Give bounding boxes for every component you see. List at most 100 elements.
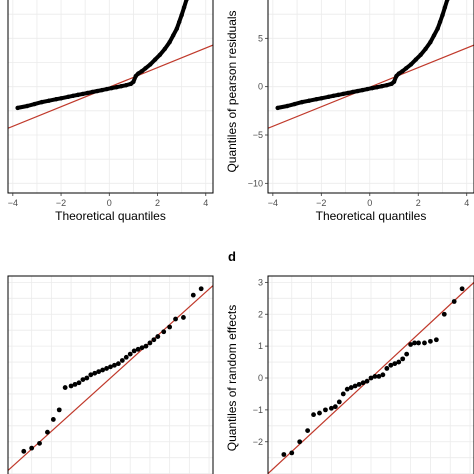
plot-area xyxy=(8,276,213,474)
panel-border xyxy=(267,0,474,194)
data-point xyxy=(80,91,85,97)
data-point xyxy=(345,90,351,96)
data-point xyxy=(365,86,370,92)
data-point xyxy=(123,83,129,88)
data-point xyxy=(396,71,402,76)
data-point xyxy=(119,83,124,89)
data-point xyxy=(413,57,419,62)
data-point xyxy=(292,101,297,107)
data-point xyxy=(384,366,390,371)
y-tick-label: 2 xyxy=(258,309,263,319)
data-point xyxy=(445,0,450,2)
data-point xyxy=(70,93,76,99)
panel-a: −4 −2 0 2 4 Theoretical quantiles xyxy=(7,0,214,223)
x-tick-label: 0 xyxy=(367,198,372,208)
y-tick-label: −1 xyxy=(253,405,263,415)
data-point xyxy=(340,391,346,397)
data-point xyxy=(136,71,141,76)
data-point xyxy=(317,410,322,416)
data-point xyxy=(418,52,423,57)
data-point xyxy=(21,448,27,454)
data-point xyxy=(139,345,145,351)
data-point xyxy=(90,89,95,95)
y-tick-label: −5 xyxy=(253,130,263,140)
plot-area xyxy=(8,0,213,193)
y-tick-label: −2 xyxy=(253,437,263,447)
data-point xyxy=(80,377,86,382)
x-tick-label: −4 xyxy=(268,198,278,208)
data-point xyxy=(355,88,360,94)
data-point xyxy=(45,429,50,435)
x-axis-title: Theoretical quantiles xyxy=(316,209,427,223)
data-point xyxy=(441,311,447,317)
data-point xyxy=(289,450,295,456)
data-point xyxy=(326,94,331,100)
data-point xyxy=(119,358,125,363)
x-tick-label: 0 xyxy=(107,198,112,208)
data-point xyxy=(336,399,342,405)
data-point xyxy=(388,362,394,368)
data-point xyxy=(348,385,354,390)
reference-line xyxy=(8,285,213,471)
data-point xyxy=(161,329,167,335)
data-point xyxy=(423,46,428,52)
data-point xyxy=(99,87,105,93)
data-point xyxy=(428,338,433,344)
x-tick-label: −2 xyxy=(316,198,326,208)
data-point xyxy=(75,92,81,98)
data-point xyxy=(152,57,158,62)
data-point xyxy=(147,340,153,346)
data-point xyxy=(167,324,173,330)
data-point xyxy=(403,66,409,71)
data-point xyxy=(451,299,457,304)
data-point xyxy=(167,40,172,45)
panel-border xyxy=(7,0,214,194)
y-tick-label: 3 xyxy=(258,277,263,287)
data-point xyxy=(123,354,129,360)
data-point xyxy=(184,0,189,2)
data-point xyxy=(131,348,137,354)
data-point xyxy=(139,69,145,74)
x-tick-label: 4 xyxy=(464,198,469,208)
data-point xyxy=(431,33,437,38)
data-point xyxy=(58,96,64,101)
data-point xyxy=(275,105,280,111)
y-axis-title: Quantiles of pearson residuals xyxy=(225,10,239,172)
data-point xyxy=(39,99,44,105)
y-tick-label: 0 xyxy=(258,373,263,383)
data-point xyxy=(174,26,180,31)
data-point xyxy=(157,52,163,57)
data-point xyxy=(198,286,204,292)
data-point xyxy=(384,83,389,88)
data-point xyxy=(155,334,161,339)
data-point xyxy=(428,40,433,45)
data-point xyxy=(109,85,114,91)
y-tick-label: 5 xyxy=(258,33,263,43)
data-point xyxy=(46,98,52,103)
data-point xyxy=(37,440,42,446)
data-point xyxy=(114,84,119,90)
data-point xyxy=(104,366,109,371)
data-point xyxy=(50,417,56,422)
data-point xyxy=(433,337,439,343)
data-point xyxy=(307,98,312,103)
data-point xyxy=(422,340,427,346)
panel-b: −4 −2 0 2 4 5 0 −5 −10 Theoretical quantiles Quant… xyxy=(225,0,474,223)
plot-area xyxy=(268,0,474,193)
data-point xyxy=(392,361,398,367)
data-point xyxy=(127,351,133,357)
data-point xyxy=(368,375,374,381)
data-point xyxy=(66,94,71,100)
data-point xyxy=(100,367,106,373)
data-point xyxy=(404,351,410,357)
data-point xyxy=(112,362,117,368)
data-point xyxy=(364,378,370,384)
data-point xyxy=(62,385,68,390)
data-point xyxy=(148,62,153,67)
data-point xyxy=(297,439,303,445)
data-point xyxy=(108,364,113,370)
data-point xyxy=(92,370,98,376)
data-point xyxy=(408,342,414,347)
data-point xyxy=(281,452,287,457)
